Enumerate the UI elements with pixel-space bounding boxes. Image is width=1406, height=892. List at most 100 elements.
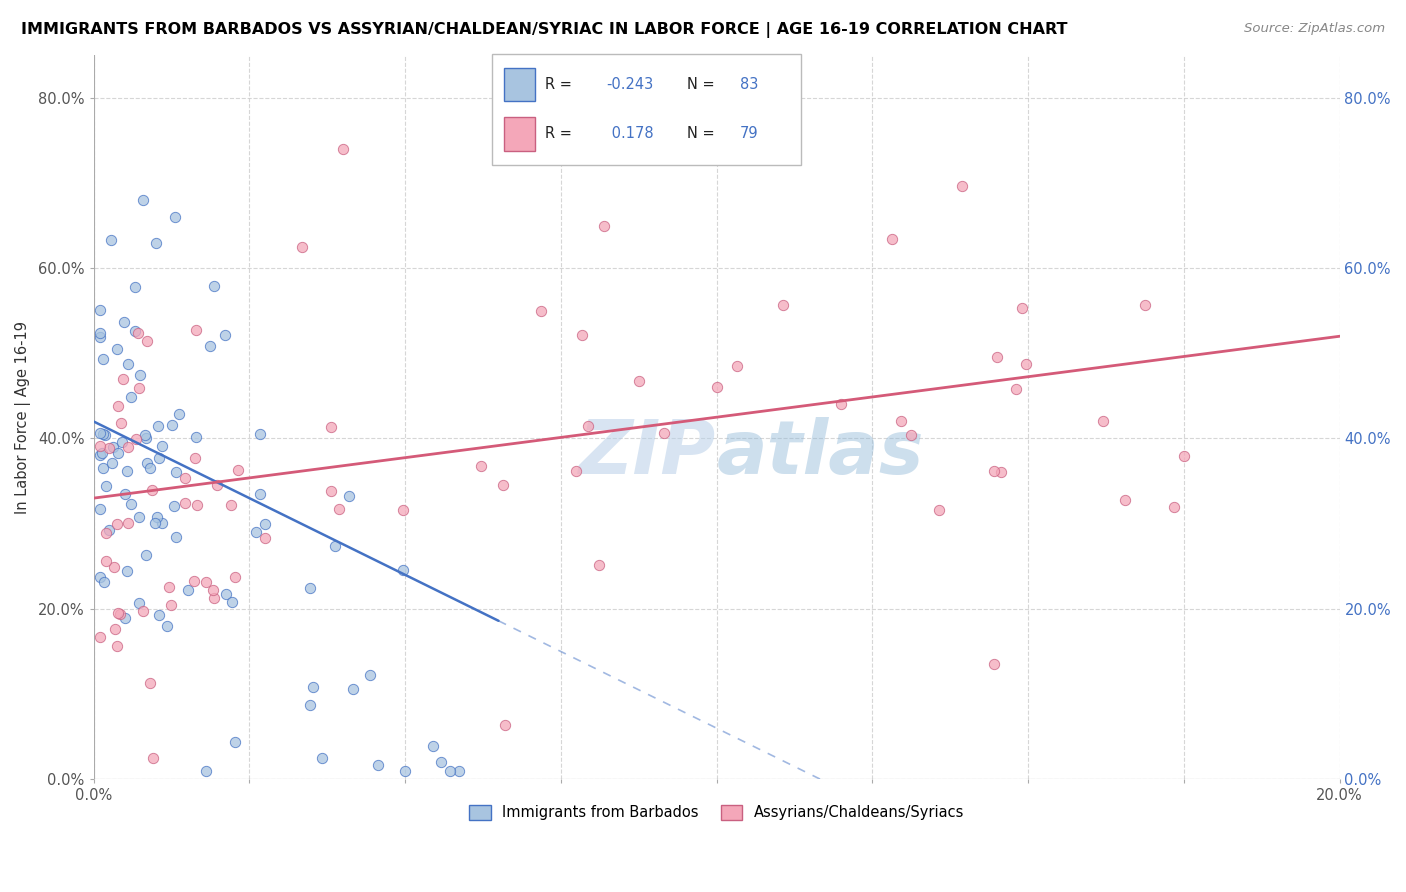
Point <box>152 439 174 453</box>
Point <box>430 756 453 770</box>
Point <box>654 425 676 440</box>
Point <box>157 580 180 594</box>
Point <box>134 427 156 442</box>
Point <box>194 764 217 778</box>
Point <box>142 751 165 765</box>
Point <box>394 764 416 778</box>
Point <box>880 232 903 246</box>
Point <box>117 516 139 530</box>
Point <box>214 327 236 342</box>
Point <box>135 456 157 470</box>
Point <box>302 680 325 694</box>
Point <box>89 329 111 343</box>
Point <box>186 499 208 513</box>
Text: Source: ZipAtlas.com: Source: ZipAtlas.com <box>1244 22 1385 36</box>
Point <box>830 397 852 411</box>
Point <box>224 734 246 748</box>
FancyBboxPatch shape <box>492 54 801 165</box>
Point <box>112 315 135 329</box>
Point <box>983 464 1005 478</box>
Point <box>249 426 271 441</box>
Point <box>706 380 728 394</box>
Point <box>135 548 157 562</box>
Text: atlas: atlas <box>717 417 924 490</box>
Point <box>194 575 217 590</box>
Point <box>299 698 322 712</box>
Point <box>163 500 186 514</box>
Point <box>1011 301 1033 315</box>
Point <box>90 446 112 460</box>
Point <box>245 525 267 540</box>
Bar <box>505 117 536 151</box>
Point <box>202 591 225 606</box>
Point <box>928 503 950 517</box>
Point <box>94 479 117 493</box>
Point <box>367 758 389 772</box>
Point <box>114 486 136 500</box>
Point <box>165 530 187 544</box>
Point <box>530 303 553 318</box>
Point <box>200 339 222 353</box>
Point <box>124 280 146 294</box>
Point <box>145 509 167 524</box>
Point <box>94 554 117 568</box>
Point <box>111 434 134 449</box>
Point <box>359 668 381 682</box>
Point <box>184 323 207 337</box>
Point <box>986 350 1008 364</box>
Text: 0.178: 0.178 <box>606 127 654 141</box>
Text: 79: 79 <box>740 127 758 141</box>
Point <box>165 465 187 479</box>
Point <box>176 582 198 597</box>
Point <box>105 516 128 531</box>
Point <box>492 478 515 492</box>
Point <box>139 461 162 475</box>
Point <box>299 581 322 595</box>
Point <box>125 432 148 446</box>
Point <box>103 559 125 574</box>
Point <box>93 574 115 589</box>
Point <box>163 210 186 224</box>
Point <box>319 420 342 434</box>
Point <box>128 596 150 610</box>
Point <box>221 499 243 513</box>
Point <box>101 456 124 470</box>
Point <box>145 235 167 250</box>
Point <box>439 764 461 778</box>
Point <box>117 440 139 454</box>
Point <box>96 526 118 541</box>
Point <box>124 324 146 338</box>
Point <box>202 279 225 293</box>
Text: -0.243: -0.243 <box>606 78 654 92</box>
Point <box>628 374 651 388</box>
Point <box>174 496 197 510</box>
Point <box>135 431 157 445</box>
Point <box>311 751 333 765</box>
Point <box>249 487 271 501</box>
Point <box>392 503 415 517</box>
Point <box>107 446 129 460</box>
Point <box>990 465 1012 479</box>
Point <box>110 607 132 622</box>
Point <box>337 489 360 503</box>
Point <box>141 483 163 497</box>
Point <box>115 564 138 578</box>
Point <box>422 739 444 754</box>
Point <box>167 407 190 421</box>
Text: 83: 83 <box>740 78 758 92</box>
Point <box>128 510 150 524</box>
Point <box>132 603 155 617</box>
Point <box>89 630 111 644</box>
Point <box>91 426 114 441</box>
Point <box>148 450 170 465</box>
Point <box>128 381 150 395</box>
Point <box>184 450 207 465</box>
Legend: Immigrants from Barbados, Assyrians/Chaldeans/Syriacs: Immigrants from Barbados, Assyrians/Chal… <box>463 799 970 826</box>
Point <box>183 574 205 588</box>
Text: R =: R = <box>544 127 572 141</box>
Point <box>160 598 183 612</box>
Point <box>97 523 120 537</box>
Point <box>98 442 121 456</box>
Point <box>202 583 225 598</box>
Point <box>950 178 973 193</box>
